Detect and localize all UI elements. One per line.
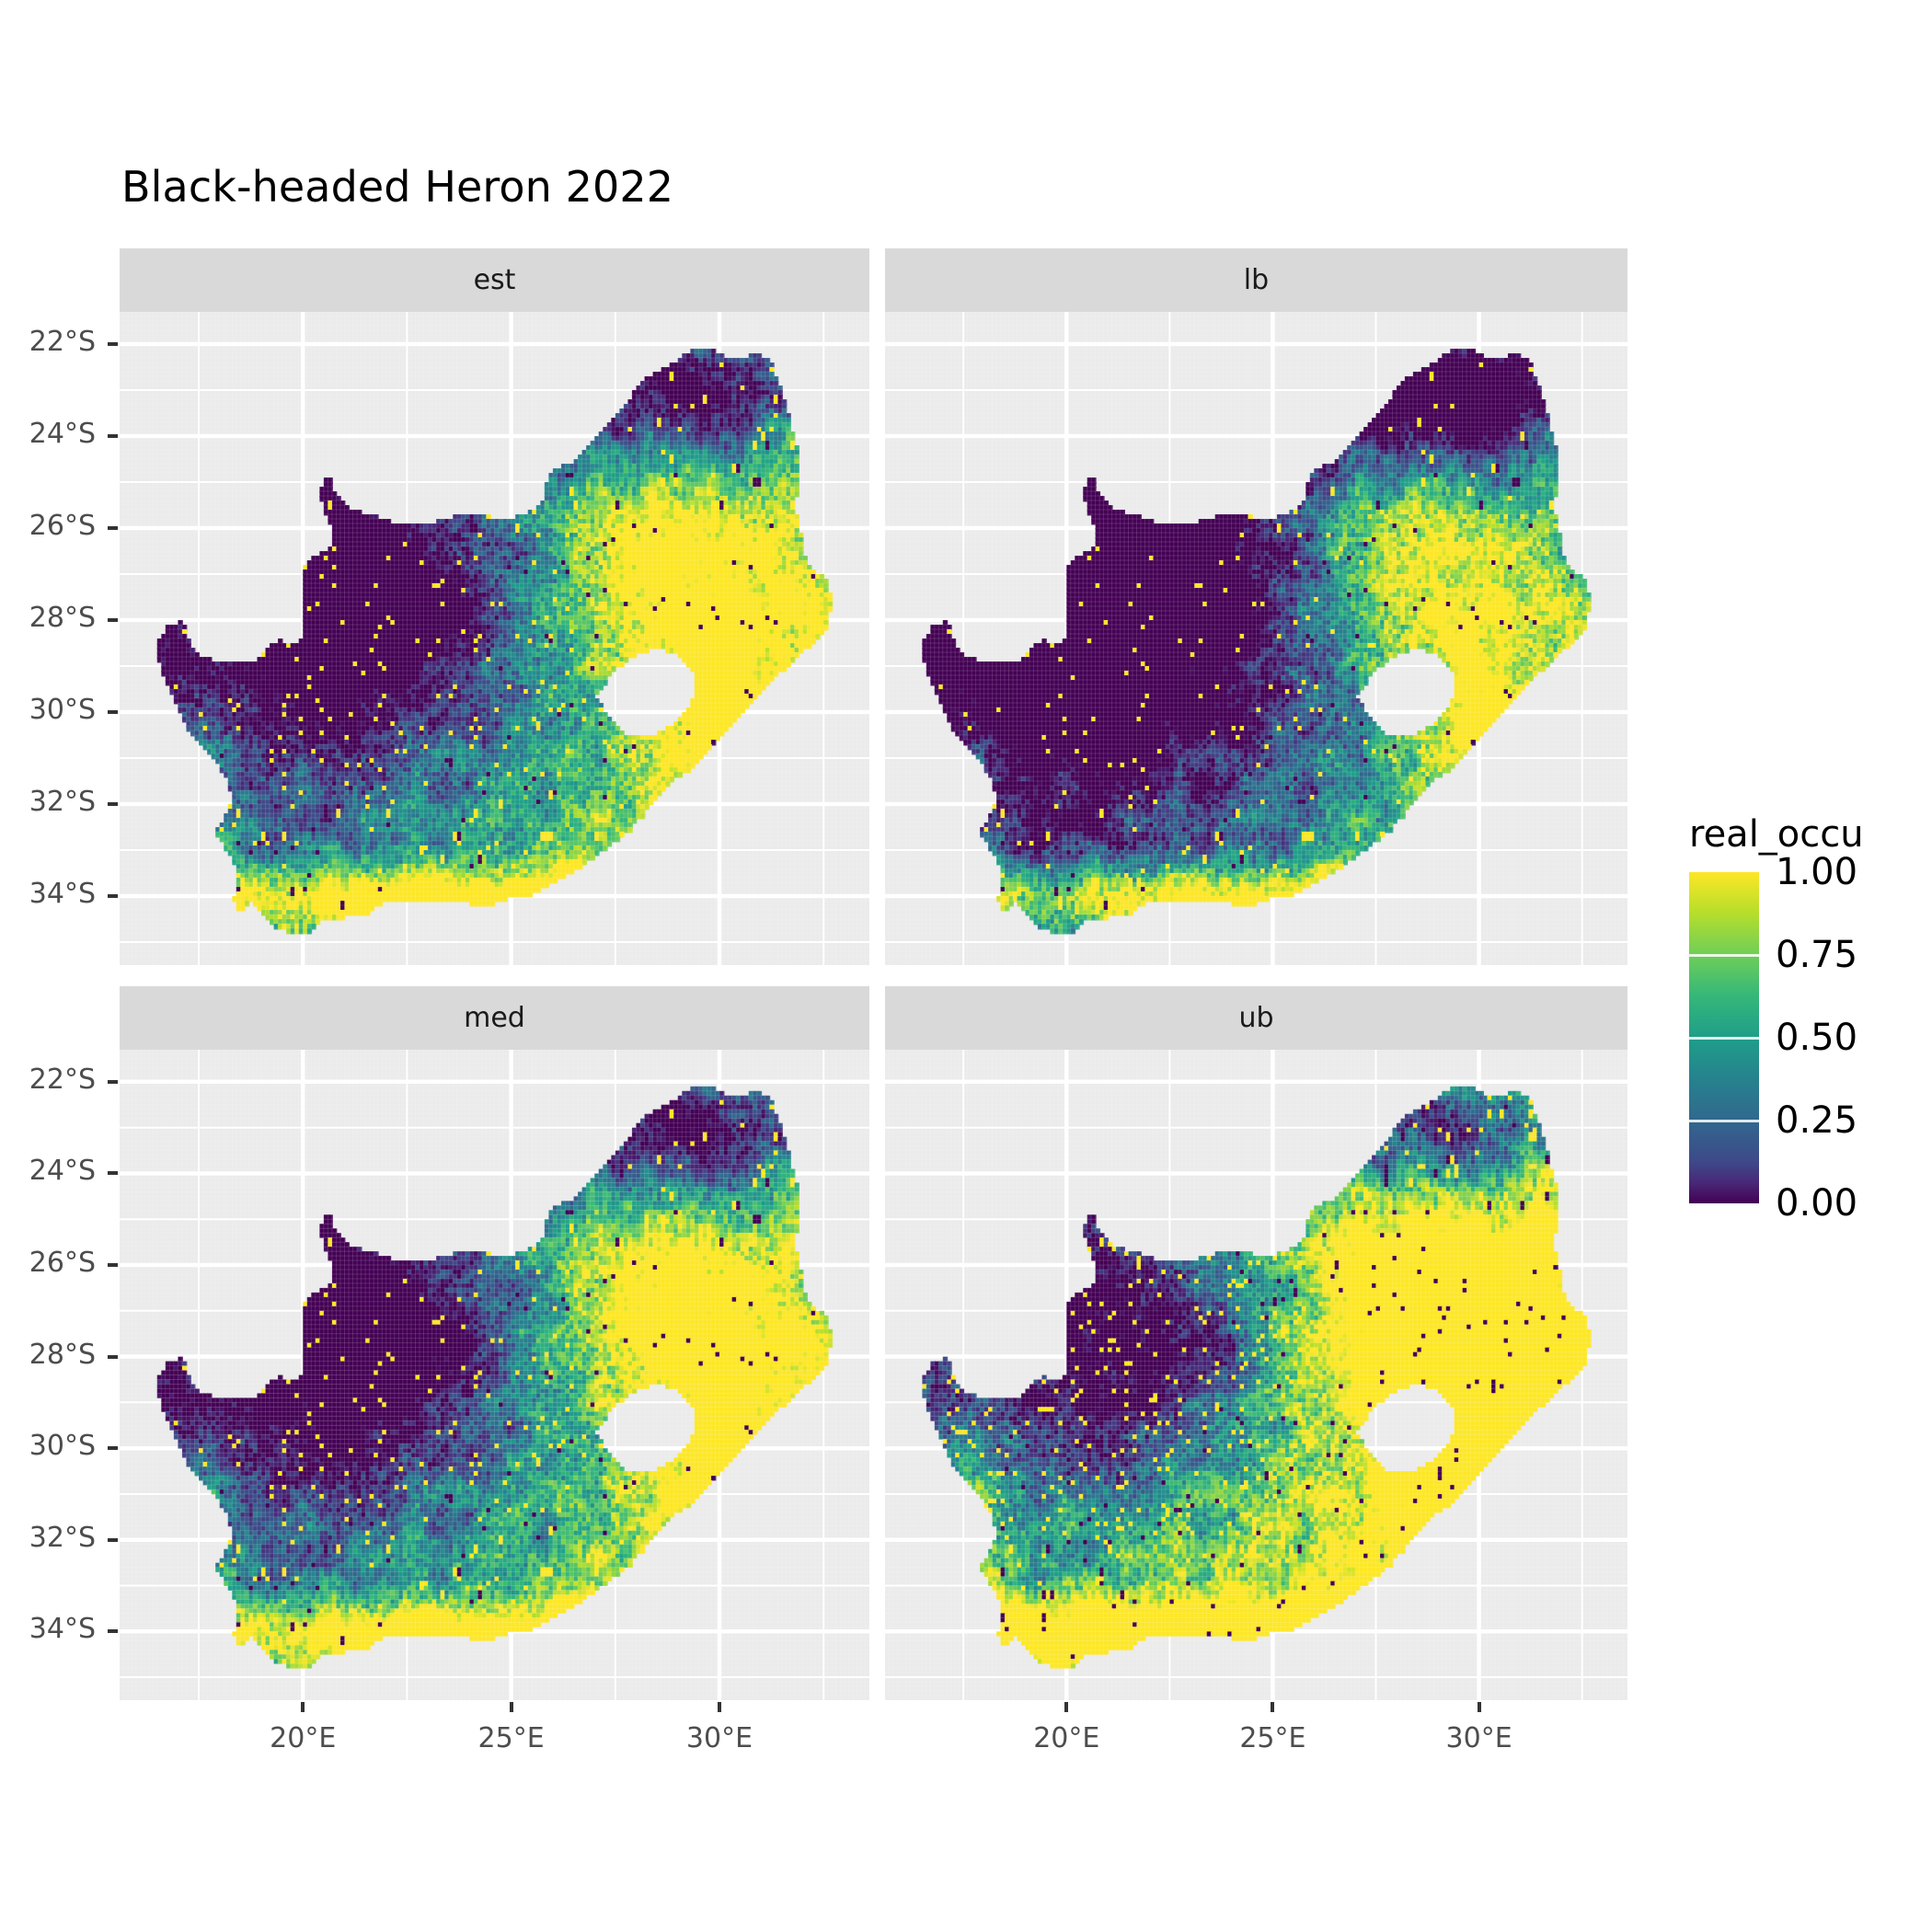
y-tick-mark (108, 1629, 118, 1634)
map-raster-ub (885, 1050, 1627, 1700)
y-axis-tick-label: 32°S (29, 1521, 96, 1554)
map-raster-est (120, 312, 869, 965)
y-tick-mark (108, 434, 118, 438)
x-axis-tick-label: 30°E (685, 1722, 753, 1754)
x-tick-mark (1271, 1702, 1275, 1712)
x-axis-tick-label: 20°E (1033, 1722, 1100, 1754)
map-raster-med (120, 1050, 869, 1700)
x-tick-mark (509, 1702, 513, 1712)
y-axis-tick-label: 24°S (29, 418, 96, 450)
y-tick-mark (108, 1171, 118, 1176)
y-axis-tick-label: 28°S (29, 1338, 96, 1371)
map-panel-ub[interactable] (885, 1050, 1627, 1700)
legend-tick (1689, 954, 1759, 957)
y-axis-tick-label: 34°S (29, 1613, 96, 1646)
x-axis-tick-label: 30°E (1445, 1722, 1512, 1754)
y-axis-tick-label: 32°S (29, 786, 96, 818)
legend-tick-label: 1.00 (1776, 851, 1858, 893)
y-tick-mark (108, 894, 118, 898)
facet-strip-label: est (473, 264, 516, 296)
y-axis-tick-label: 26°S (29, 1247, 96, 1279)
x-axis-tick-label: 25°E (1239, 1722, 1306, 1754)
y-axis-tick-label: 30°S (29, 1430, 96, 1463)
y-tick-mark (108, 618, 118, 622)
x-axis-tick-label: 20°E (270, 1722, 337, 1754)
y-tick-mark (108, 1354, 118, 1359)
facet-strip-label: lb (1243, 264, 1270, 296)
x-tick-mark (1477, 1702, 1481, 1712)
x-tick-mark (718, 1702, 721, 1712)
legend-tick-label: 0.75 (1776, 934, 1858, 976)
facet-strip-ub: ub (885, 986, 1627, 1050)
legend-tick-label: 0.00 (1776, 1182, 1858, 1225)
facet-strip-med: med (120, 986, 869, 1050)
facet-strip-label: ub (1238, 1002, 1274, 1034)
legend-tick (1689, 1037, 1759, 1040)
y-tick-mark (108, 710, 118, 714)
facet-strip-label: med (464, 1002, 525, 1034)
y-tick-mark (108, 1446, 118, 1451)
y-axis-tick-label: 28°S (29, 602, 96, 634)
y-tick-mark (108, 1263, 118, 1267)
legend-title: real_occu (1689, 813, 1864, 856)
y-axis-tick-label: 24°S (29, 1155, 96, 1188)
facet-strip-lb: lb (885, 248, 1627, 312)
y-tick-mark (108, 1079, 118, 1084)
y-axis-tick-label: 34°S (29, 878, 96, 910)
y-axis-tick-label: 22°S (29, 326, 96, 358)
map-panel-est[interactable] (120, 312, 869, 965)
legend-tick (1689, 1120, 1759, 1122)
y-tick-mark (108, 342, 118, 346)
facet-strip-est: est (120, 248, 869, 312)
x-tick-mark (301, 1702, 305, 1712)
y-tick-mark (108, 802, 118, 806)
y-axis-tick-label: 26°S (29, 510, 96, 542)
x-tick-mark (1064, 1702, 1069, 1712)
page-title: Black-headed Heron 2022 (121, 162, 674, 212)
x-axis-tick-label: 25°E (477, 1722, 545, 1754)
map-panel-lb[interactable] (885, 312, 1627, 965)
y-tick-mark (108, 1537, 118, 1542)
y-axis-tick-label: 22°S (29, 1063, 96, 1096)
y-axis-tick-label: 30°S (29, 694, 96, 726)
legend-tick-label: 0.50 (1776, 1017, 1858, 1059)
y-tick-mark (108, 526, 118, 530)
legend-tick-label: 0.25 (1776, 1099, 1858, 1142)
map-raster-lb (885, 312, 1627, 965)
map-panel-med[interactable] (120, 1050, 869, 1700)
